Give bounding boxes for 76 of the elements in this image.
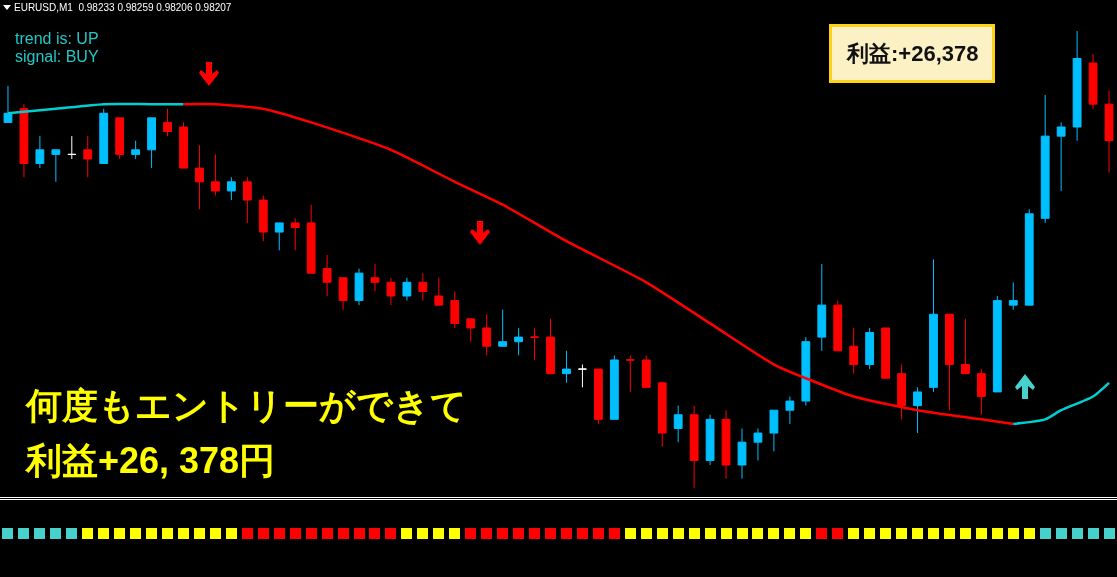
candlestick	[721, 409, 731, 480]
annotation: 利益+26, 378円	[24, 440, 276, 481]
candlestick	[753, 427, 763, 461]
candlestick	[19, 103, 29, 178]
candlestick	[769, 409, 779, 452]
candlestick	[115, 117, 125, 160]
candlestick	[1072, 30, 1082, 142]
candlestick	[1104, 89, 1114, 174]
candlestick	[625, 354, 635, 393]
candlestick	[67, 135, 77, 160]
candlestick	[3, 85, 13, 123]
candlestick	[881, 327, 891, 379]
candlestick	[338, 277, 348, 311]
candlestick	[785, 396, 795, 425]
candlestick	[466, 318, 476, 343]
annotation: trend is: UP	[15, 30, 99, 47]
candlestick	[418, 272, 428, 302]
candlestick	[242, 176, 252, 224]
candlestick	[897, 364, 906, 420]
candlestick	[226, 176, 236, 201]
candlestick	[546, 318, 555, 375]
candlestick	[689, 405, 699, 489]
candlestick	[258, 195, 268, 242]
annotation: 利益:+26,378	[846, 41, 979, 66]
candlestick	[35, 135, 45, 169]
candlestick	[737, 427, 747, 480]
candlestick	[801, 336, 811, 407]
candlestick	[641, 354, 651, 388]
candlestick	[1088, 53, 1098, 110]
candlestick	[290, 217, 300, 251]
candlestick	[482, 313, 492, 356]
candlestick	[945, 313, 954, 411]
candlestick	[913, 386, 922, 434]
candlestick	[609, 354, 619, 420]
candlestick	[1056, 121, 1066, 192]
candlestick	[673, 405, 683, 443]
candlestick	[434, 277, 444, 306]
candlestick	[163, 108, 172, 137]
candlestick	[99, 108, 109, 165]
candlestick	[211, 153, 220, 197]
candlestick	[450, 290, 460, 329]
annotation: 何度もエントリーができて	[24, 385, 467, 426]
candlestick	[195, 144, 204, 210]
candlestick	[593, 368, 603, 425]
candlestick	[657, 382, 667, 448]
candlestick	[976, 368, 986, 416]
candlestick	[354, 268, 364, 306]
candlestick	[1040, 94, 1050, 224]
candlestick	[992, 295, 1002, 393]
candlestick	[929, 258, 938, 393]
candlestick	[386, 277, 396, 306]
candlestick	[179, 121, 188, 169]
candlestick	[705, 414, 715, 466]
candlestick	[147, 117, 156, 169]
candlestick	[322, 254, 332, 297]
chart-title: EURUSD,M1 0.98233 0.98259 0.98206 0.98207	[14, 1, 232, 13]
candlestick	[498, 309, 508, 347]
candlestick	[306, 204, 316, 274]
candlestick	[51, 149, 61, 183]
candlestick	[274, 222, 284, 251]
candlestick	[849, 327, 859, 375]
candlestick	[131, 140, 141, 160]
candlestick	[961, 318, 970, 375]
candlestick	[1024, 208, 1034, 306]
candlestick	[530, 327, 539, 361]
candlestick	[402, 277, 412, 302]
candlestick	[83, 135, 93, 178]
annotation: signal: BUY	[15, 48, 99, 65]
candlestick	[833, 300, 843, 352]
candlestick	[865, 327, 875, 370]
candlestick	[1008, 281, 1018, 311]
candlestick	[370, 263, 380, 292]
candlestick	[578, 364, 587, 388]
candlestick	[817, 263, 827, 352]
candlestick	[514, 327, 524, 356]
candlestick	[562, 350, 571, 384]
